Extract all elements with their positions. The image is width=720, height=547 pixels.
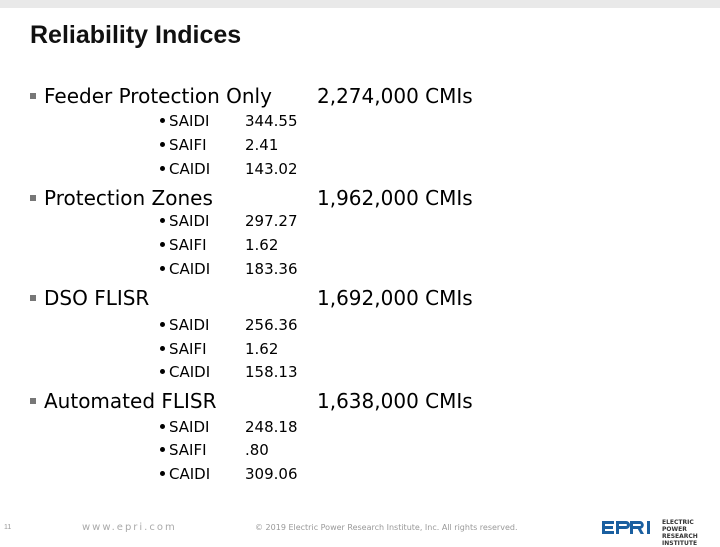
section-heading: Feeder Protection Only — [30, 84, 272, 108]
metric-name-text: SAIFI — [169, 236, 207, 254]
metric-row: SAIFI 1.62 — [0, 236, 720, 260]
metric-value: 1.62 — [245, 236, 279, 254]
metric-value: 309.06 — [245, 465, 298, 483]
metric-name-text: SAIFI — [169, 340, 207, 358]
square-bullet-icon — [30, 397, 36, 404]
dot-bullet-icon — [160, 369, 165, 374]
metric-row: SAIDI 344.55 — [0, 112, 720, 136]
dot-bullet-icon — [160, 118, 165, 123]
metric-name: CAIDI — [160, 363, 210, 381]
logo-subtext: ELECTRIC POWER RESEARCH INSTITUTE — [662, 519, 698, 547]
metric-name-text: CAIDI — [169, 160, 211, 178]
metric-name: CAIDI — [160, 260, 210, 278]
metric-name-text: CAIDI — [169, 260, 211, 278]
metric-row: CAIDI 158.13 — [0, 363, 720, 387]
section-heading: Protection Zones — [30, 186, 213, 210]
metric-row: SAIFI 1.62 — [0, 340, 720, 364]
metric-row: CAIDI 309.06 — [0, 465, 720, 489]
cmi-value: 1,962,000 CMIs — [317, 186, 473, 210]
dot-bullet-icon — [160, 266, 165, 271]
slide-content: Feeder Protection Only 2,274,000 CMIs SA… — [0, 84, 720, 489]
metric-value: 248.18 — [245, 418, 298, 436]
section-label: Protection Zones — [44, 186, 213, 210]
metric-value: 344.55 — [245, 112, 298, 130]
dot-bullet-icon — [160, 346, 165, 351]
metric-value: 143.02 — [245, 160, 298, 178]
page-title: Reliability Indices — [30, 21, 242, 49]
metric-value: 183.36 — [245, 260, 298, 278]
metric-name-text: SAIDI — [169, 316, 210, 334]
metric-value: 1.62 — [245, 340, 279, 358]
metric-name-text: SAIDI — [169, 112, 210, 130]
metric-name: CAIDI — [160, 160, 210, 178]
metric-name-text: SAIFI — [169, 441, 207, 459]
metric-name: SAIFI — [160, 340, 207, 358]
section-label: Automated FLISR — [44, 389, 217, 413]
metric-name-text: SAIFI — [169, 136, 207, 154]
section-label: Feeder Protection Only — [44, 84, 272, 108]
dot-bullet-icon — [160, 142, 165, 147]
metric-name-text: SAIDI — [169, 212, 210, 230]
metric-name: SAIFI — [160, 441, 207, 459]
metric-name-text: CAIDI — [169, 465, 211, 483]
page-number: 11 — [4, 524, 12, 531]
metric-value: .80 — [245, 441, 269, 459]
top-bar — [0, 0, 720, 8]
metric-name: SAIFI — [160, 136, 207, 154]
dot-bullet-icon — [160, 166, 165, 171]
metric-name-text: CAIDI — [169, 363, 211, 381]
metric-name: SAIDI — [160, 212, 209, 230]
metric-row: SAIDI 297.27 — [0, 212, 720, 236]
metric-row: SAIFI 2.41 — [0, 136, 720, 160]
dot-bullet-icon — [160, 424, 165, 429]
dot-bullet-icon — [160, 242, 165, 247]
metric-value: 158.13 — [245, 363, 298, 381]
section-heading: DSO FLISR — [30, 286, 149, 310]
epri-logo: ELECTRIC POWER RESEARCH INSTITUTE — [600, 517, 712, 547]
dot-bullet-icon — [160, 471, 165, 476]
section-label: DSO FLISR — [44, 286, 150, 310]
cmi-value: 1,692,000 CMIs — [317, 286, 473, 310]
slide-footer: 11 www.epri.com © 2019 Electric Power Re… — [0, 512, 720, 547]
metric-row: SAIDI 256.36 — [0, 316, 720, 340]
footer-url-link[interactable]: www.epri.com — [82, 522, 177, 533]
metric-row: CAIDI 183.36 — [0, 260, 720, 284]
section-heading: Automated FLISR — [30, 389, 217, 413]
metric-name: SAIDI — [160, 112, 209, 130]
metric-value: 2.41 — [245, 136, 279, 154]
dot-bullet-icon — [160, 322, 165, 327]
metric-name: SAIDI — [160, 418, 209, 436]
copyright-text: © 2019 Electric Power Research Institute… — [255, 523, 518, 532]
square-bullet-icon — [30, 294, 36, 301]
epri-logo-mark-icon — [600, 520, 656, 534]
metric-name: CAIDI — [160, 465, 210, 483]
metric-value: 256.36 — [245, 316, 298, 334]
cmi-value: 1,638,000 CMIs — [317, 389, 473, 413]
metric-name-text: SAIDI — [169, 418, 210, 436]
square-bullet-icon — [30, 194, 36, 201]
cmi-value: 2,274,000 CMIs — [317, 84, 473, 108]
metric-value: 297.27 — [245, 212, 298, 230]
dot-bullet-icon — [160, 447, 165, 452]
square-bullet-icon — [30, 92, 36, 99]
metric-row: CAIDI 143.02 — [0, 160, 720, 184]
metric-name: SAIFI — [160, 236, 207, 254]
metric-row: SAIFI .80 — [0, 441, 720, 465]
dot-bullet-icon — [160, 218, 165, 223]
metric-row: SAIDI 248.18 — [0, 418, 720, 442]
metric-name: SAIDI — [160, 316, 209, 334]
